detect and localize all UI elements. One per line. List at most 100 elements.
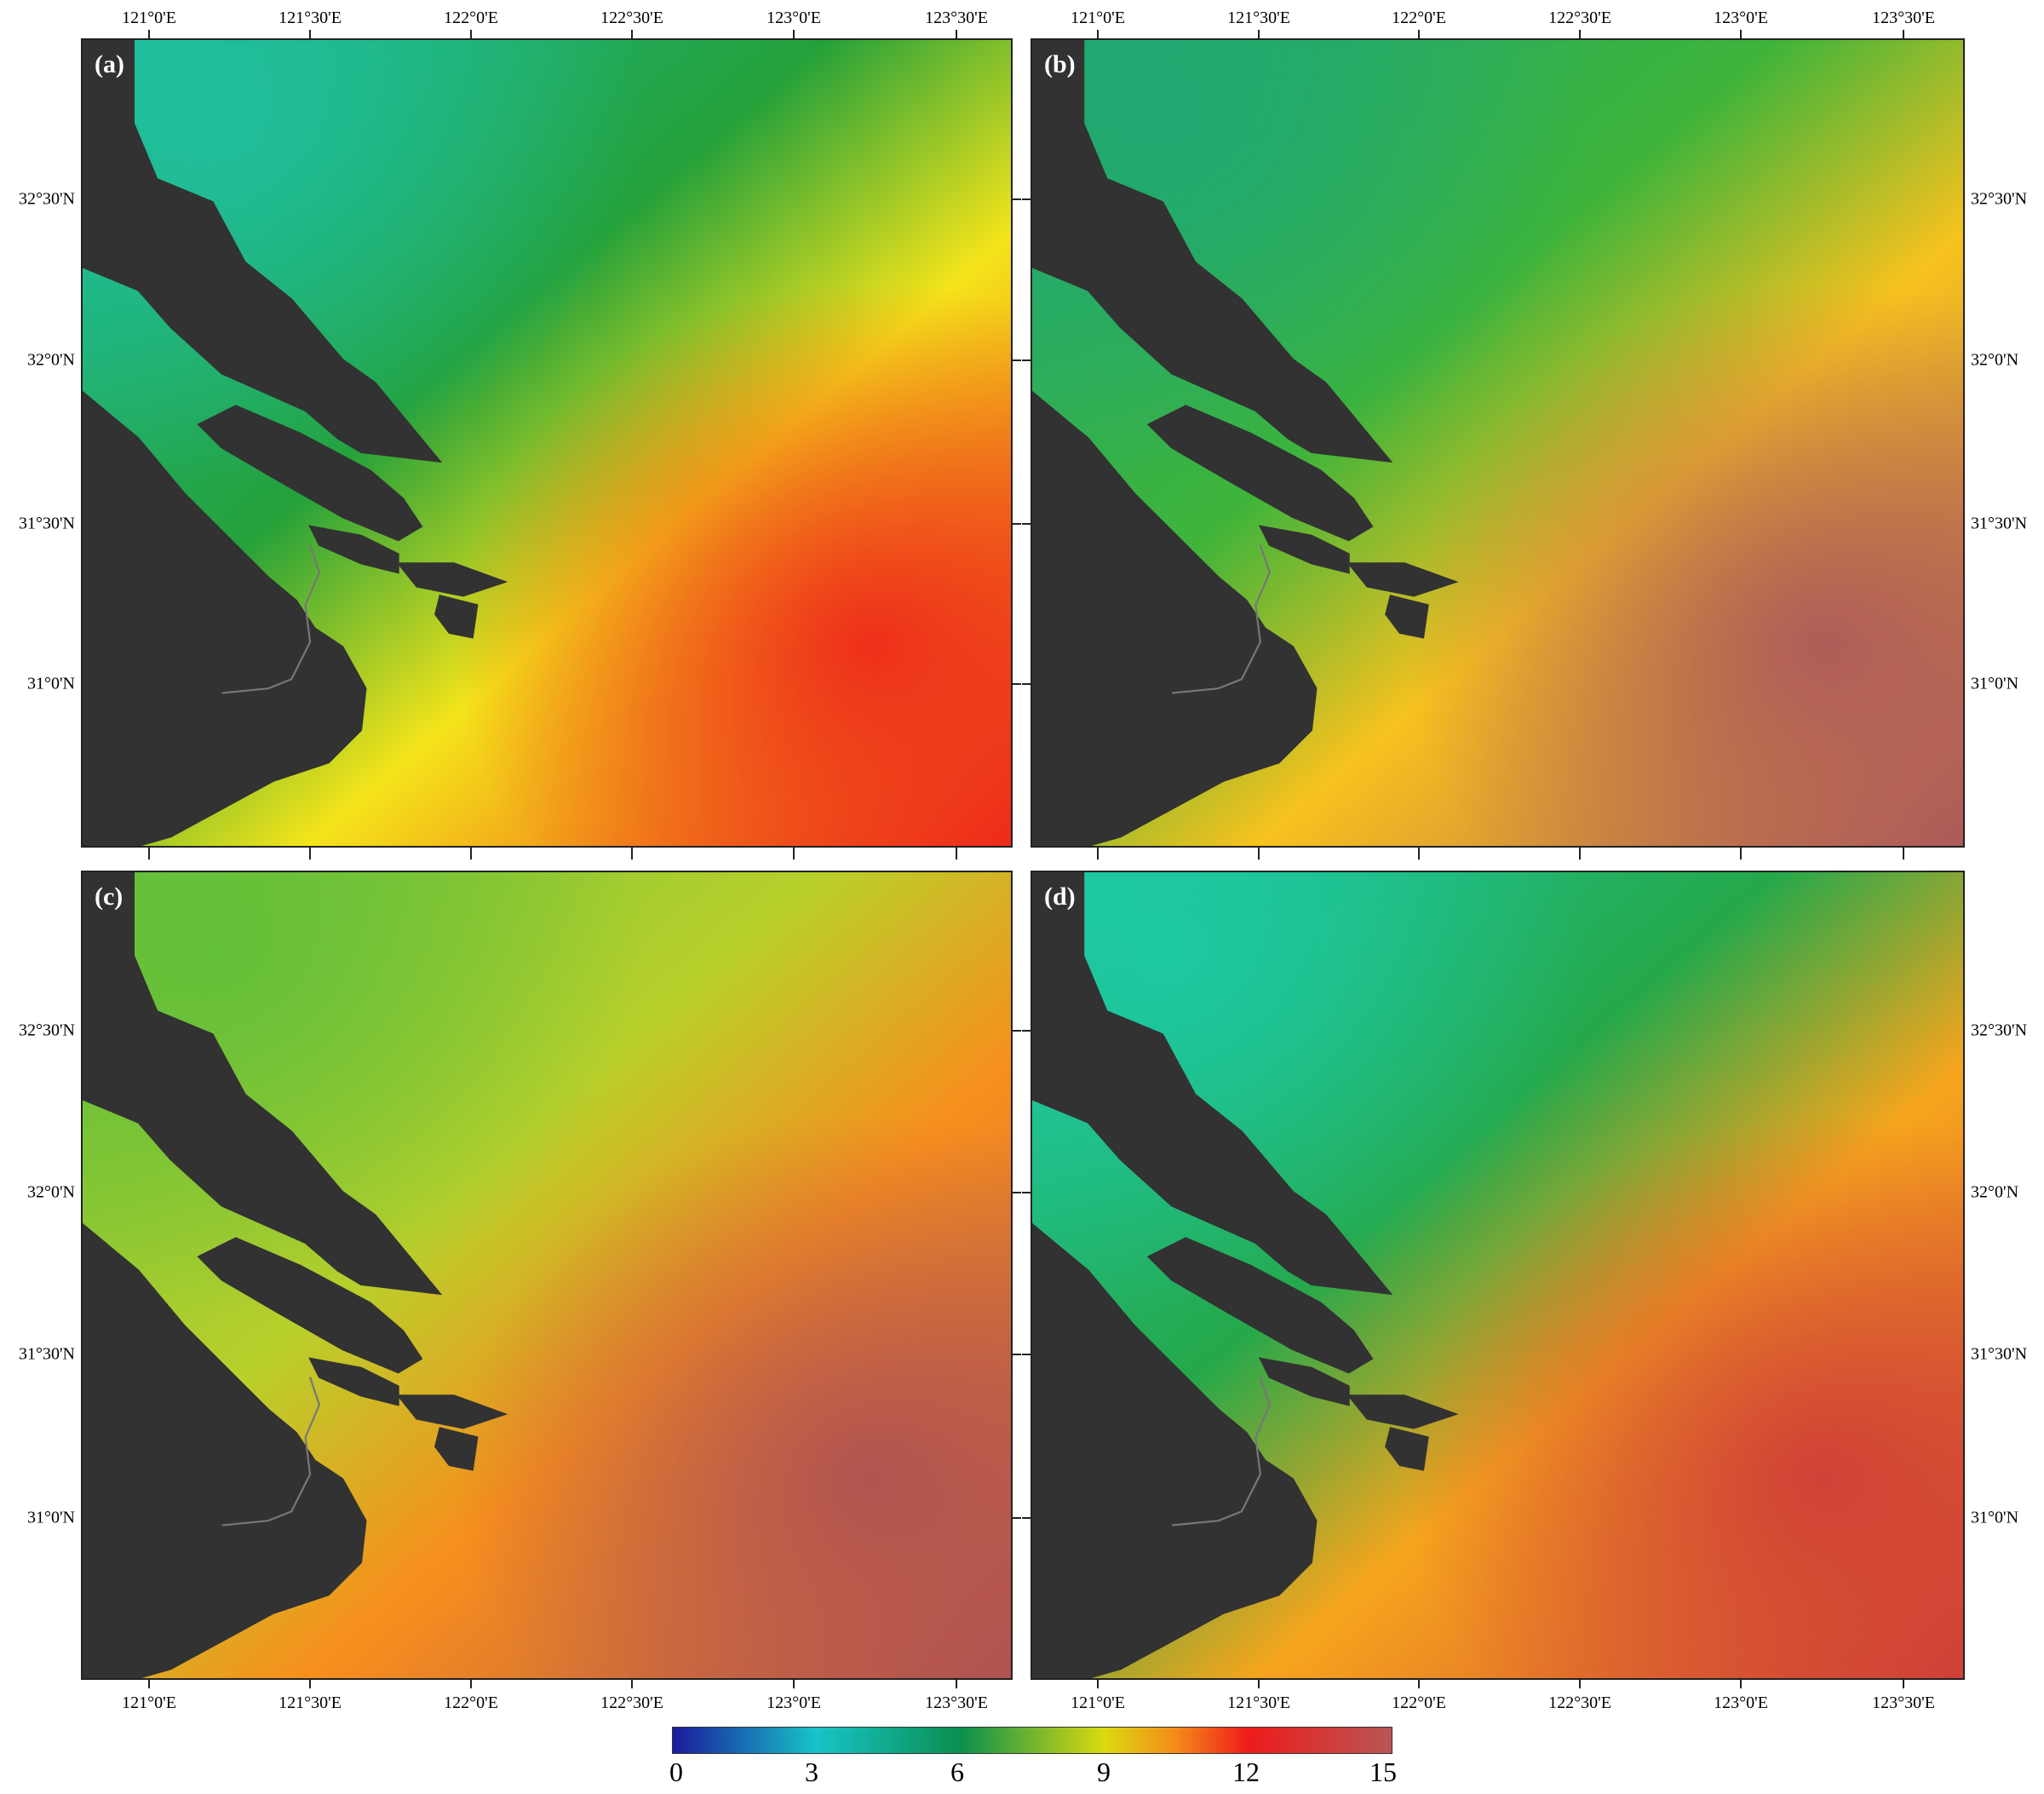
- x-tick-mark: [793, 30, 795, 38]
- colorbar-tick-label: 6: [950, 1757, 964, 1787]
- x-tick-mark: [1258, 30, 1260, 38]
- y-tick-label: 31°0'N: [1971, 674, 2019, 693]
- colorbar-tick-label: 12: [1232, 1757, 1260, 1787]
- y-tick-mark: [1013, 359, 1021, 361]
- x-tick-label: 122°0'E: [1392, 9, 1446, 27]
- panel-label-d: (d): [1044, 883, 1076, 911]
- panel-label-a: (a): [95, 50, 124, 78]
- land-mass-4: [1385, 1427, 1429, 1471]
- x-tick-label: 121°0'E: [1071, 1693, 1125, 1712]
- x-tick-mark: [309, 848, 311, 860]
- x-tick-mark: [470, 30, 472, 38]
- colorbar: [672, 1727, 1392, 1754]
- land-mass-5: [1032, 1222, 1318, 1678]
- x-tick-mark: [793, 1680, 795, 1688]
- map-panel-a: (a): [81, 38, 1013, 848]
- y-tick-label: 32°0'N: [26, 350, 75, 370]
- x-tick-label: 122°0'E: [444, 9, 498, 27]
- y-tick-label: 32°0'N: [1971, 1182, 2019, 1202]
- y-tick-mark: [1013, 1192, 1021, 1193]
- y-tick-mark: [1022, 1030, 1031, 1032]
- y-tick-label: 31°30'N: [1971, 1344, 2028, 1364]
- x-tick-label: 123°30'E: [1872, 9, 1935, 27]
- x-tick-mark: [1740, 30, 1742, 38]
- y-tick-mark: [1022, 1517, 1031, 1519]
- x-tick-mark: [793, 848, 795, 860]
- x-tick-mark: [1903, 30, 1904, 38]
- x-tick-label: 123°0'E: [766, 1693, 821, 1712]
- land-mass-2: [308, 1357, 399, 1406]
- land-mass-3: [1346, 1394, 1459, 1429]
- x-tick-label: 123°0'E: [1714, 1693, 1768, 1712]
- x-tick-mark: [1903, 1680, 1904, 1688]
- map-panel-c: (c): [81, 871, 1013, 1680]
- admin-boundary: [1171, 544, 1271, 694]
- x-tick-label: 123°30'E: [925, 1693, 988, 1712]
- land-mass-1: [1146, 405, 1374, 542]
- land-mass-5: [83, 390, 367, 846]
- land-mass-2: [1258, 1357, 1350, 1406]
- x-tick-mark: [1418, 1680, 1420, 1688]
- map-b-canvas: [1032, 40, 1963, 846]
- y-tick-label: 32°30'N: [18, 189, 75, 209]
- x-tick-mark: [1579, 30, 1581, 38]
- x-tick-mark: [1418, 848, 1420, 860]
- x-tick-mark: [148, 30, 150, 38]
- x-tick-mark: [1740, 1680, 1742, 1688]
- colorbar-tick-label: 9: [1097, 1757, 1111, 1787]
- y-tick-label: 32°0'N: [26, 1182, 75, 1202]
- x-tick-label: 123°0'E: [766, 9, 821, 27]
- x-tick-mark: [956, 848, 957, 860]
- y-tick-mark: [1022, 359, 1031, 361]
- y-tick-label: 31°0'N: [26, 674, 75, 693]
- land-mass-0: [83, 40, 443, 463]
- y-tick-mark: [1022, 1192, 1031, 1193]
- panel-label-c: (c): [95, 883, 123, 911]
- land-mass-3: [396, 1394, 508, 1429]
- y-tick-label: 31°30'N: [18, 1344, 75, 1364]
- land-mass-4: [434, 595, 479, 639]
- colorbar-tick-label: 3: [805, 1757, 818, 1787]
- map-panel-b: (b): [1031, 38, 1965, 848]
- map-c-canvas: [83, 872, 1011, 1678]
- y-tick-label: 31°30'N: [1971, 514, 2028, 533]
- x-tick-mark: [1740, 848, 1742, 860]
- x-tick-label: 122°30'E: [600, 1693, 663, 1712]
- map-d-canvas: [1032, 872, 1963, 1678]
- land-mass-4: [434, 1427, 479, 1471]
- x-tick-mark: [1579, 1680, 1581, 1688]
- land-mass-3: [1346, 562, 1459, 597]
- y-tick-mark: [1022, 523, 1031, 525]
- x-tick-label: 121°30'E: [278, 9, 342, 27]
- x-tick-label: 122°30'E: [600, 9, 663, 27]
- y-tick-mark: [1022, 1354, 1031, 1355]
- land-mass-3: [396, 562, 508, 597]
- x-tick-label: 121°30'E: [278, 1693, 342, 1712]
- colorbar-tick-label: 15: [1369, 1757, 1397, 1787]
- x-tick-label: 121°0'E: [1071, 9, 1125, 27]
- admin-boundary: [1171, 1377, 1271, 1527]
- x-tick-mark: [1903, 848, 1904, 860]
- x-tick-mark: [309, 30, 311, 38]
- y-tick-mark: [1013, 1517, 1021, 1519]
- x-tick-label: 123°30'E: [1872, 1693, 1935, 1712]
- x-tick-mark: [631, 30, 633, 38]
- x-tick-label: 123°30'E: [925, 9, 988, 27]
- x-tick-mark: [631, 848, 633, 860]
- y-tick-label: 31°0'N: [26, 1508, 75, 1527]
- land-mass-0: [1032, 872, 1393, 1296]
- x-tick-mark: [956, 1680, 957, 1688]
- y-tick-label: 31°30'N: [18, 514, 75, 533]
- land-mass-2: [308, 525, 399, 574]
- colorbar-tick-label: 0: [669, 1757, 683, 1787]
- admin-boundary: [221, 1377, 321, 1527]
- x-tick-label: 123°0'E: [1714, 9, 1768, 27]
- x-tick-mark: [148, 848, 150, 860]
- y-tick-mark: [1013, 1030, 1021, 1032]
- y-tick-label: 32°0'N: [1971, 350, 2019, 370]
- x-tick-mark: [1258, 1680, 1260, 1688]
- x-tick-label: 121°30'E: [1227, 9, 1290, 27]
- land-mass-1: [1146, 1237, 1374, 1374]
- land-mass-5: [83, 1222, 367, 1678]
- y-tick-mark: [1013, 523, 1021, 525]
